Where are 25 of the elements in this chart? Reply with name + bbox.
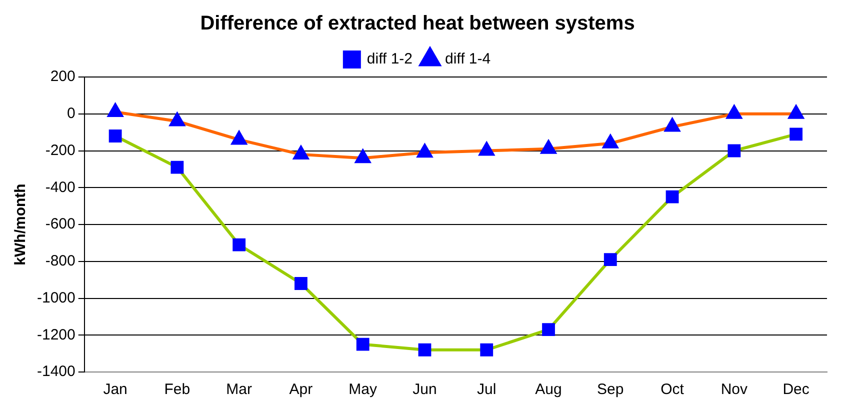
x-tick-label: Apr bbox=[289, 381, 313, 398]
x-tick-label: Dec bbox=[782, 381, 810, 398]
x-tick-label: Aug bbox=[535, 381, 562, 398]
x-tick-label: Feb bbox=[164, 381, 190, 398]
x-tick-label: Sep bbox=[597, 381, 624, 398]
x-tick-label: Nov bbox=[720, 381, 748, 398]
y-tick-label: 200 bbox=[50, 68, 76, 86]
y-tick-label: 0 bbox=[67, 105, 76, 122]
chart-title: Difference of extracted heat between systems bbox=[200, 12, 635, 35]
x-tick-label: Jun bbox=[412, 381, 437, 398]
legend-label: diff 1-4 bbox=[445, 50, 491, 68]
x-tick-label: May bbox=[348, 381, 378, 398]
x-tick-label: Jul bbox=[477, 381, 496, 398]
x-tick-label: Oct bbox=[660, 381, 685, 398]
y-tick-label: -800 bbox=[45, 252, 76, 270]
y-tick-label: -200 bbox=[45, 142, 76, 159]
y-tick-label: -1000 bbox=[36, 289, 76, 306]
y-tick-label: -600 bbox=[45, 216, 76, 233]
y-tick-label: -1200 bbox=[36, 326, 76, 344]
x-tick-label: Jan bbox=[103, 381, 128, 398]
legend-label: diff 1-2 bbox=[366, 50, 413, 68]
y-tick-label: -400 bbox=[45, 178, 76, 196]
y-axis-title: kWh/month bbox=[12, 184, 30, 266]
y-tick-label: -1400 bbox=[36, 363, 76, 380]
x-tick-label: Mar bbox=[226, 381, 252, 398]
